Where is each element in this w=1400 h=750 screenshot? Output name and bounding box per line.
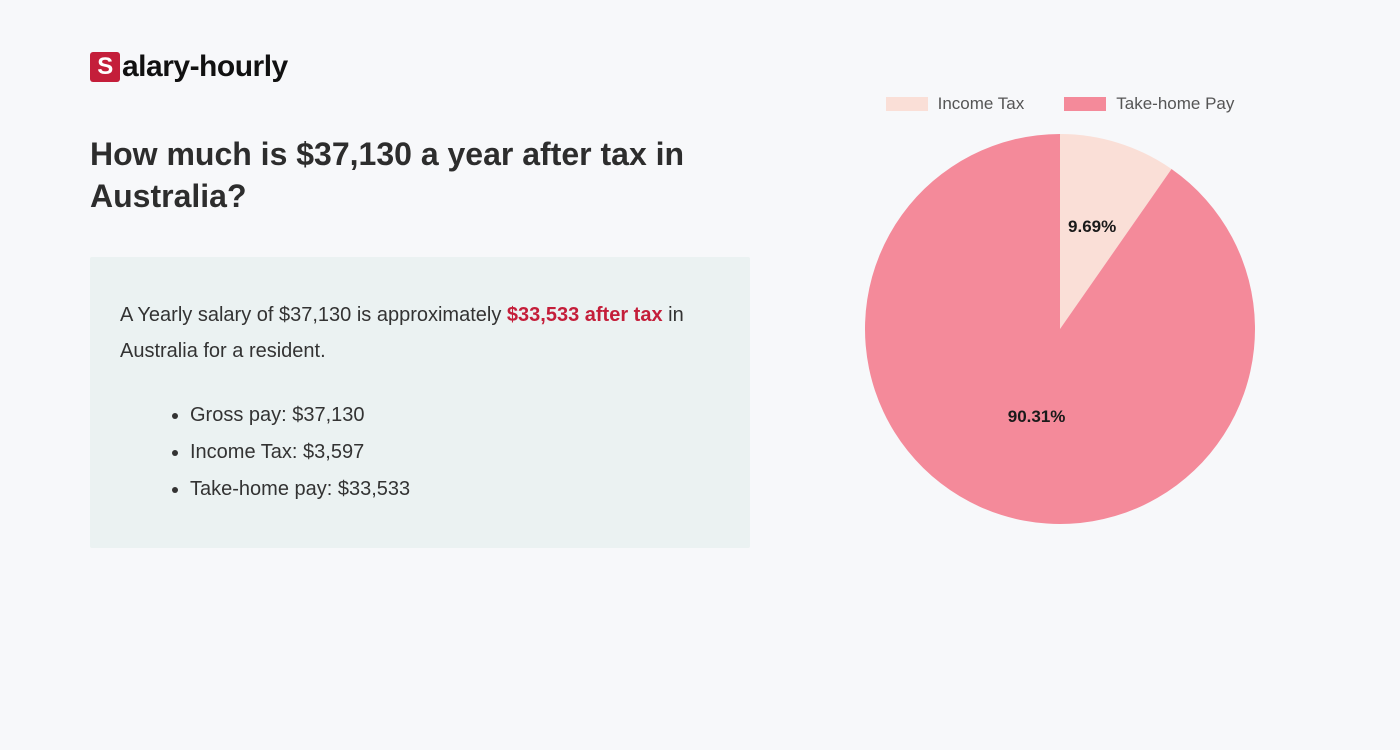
legend-label: Income Tax <box>938 94 1025 114</box>
chart-legend: Income Tax Take-home Pay <box>886 94 1235 114</box>
pie-slice-label: 90.31% <box>1008 407 1066 427</box>
summary-text: A Yearly salary of $37,130 is approximat… <box>120 297 720 369</box>
list-item: Income Tax: $3,597 <box>190 434 720 471</box>
pie-chart: 9.69% 90.31% <box>865 134 1255 524</box>
summary-prefix: A Yearly salary of $37,130 is approximat… <box>120 304 507 326</box>
summary-box: A Yearly salary of $37,130 is approximat… <box>90 257 750 548</box>
list-item: Take-home pay: $33,533 <box>190 471 720 508</box>
legend-swatch <box>1064 97 1106 111</box>
page-title: How much is $37,130 a year after tax in … <box>90 134 750 217</box>
logo-badge: S <box>90 52 120 82</box>
legend-item: Take-home Pay <box>1064 94 1234 114</box>
legend-item: Income Tax <box>886 94 1025 114</box>
summary-highlight: $33,533 after tax <box>507 304 663 326</box>
legend-swatch <box>886 97 928 111</box>
site-logo: Salary-hourly <box>90 50 1310 84</box>
logo-text: alary-hourly <box>122 50 288 84</box>
pie-slice-label: 9.69% <box>1068 217 1116 237</box>
legend-label: Take-home Pay <box>1116 94 1234 114</box>
list-item: Gross pay: $37,130 <box>190 397 720 434</box>
summary-bullets: Gross pay: $37,130 Income Tax: $3,597 Ta… <box>120 397 720 508</box>
